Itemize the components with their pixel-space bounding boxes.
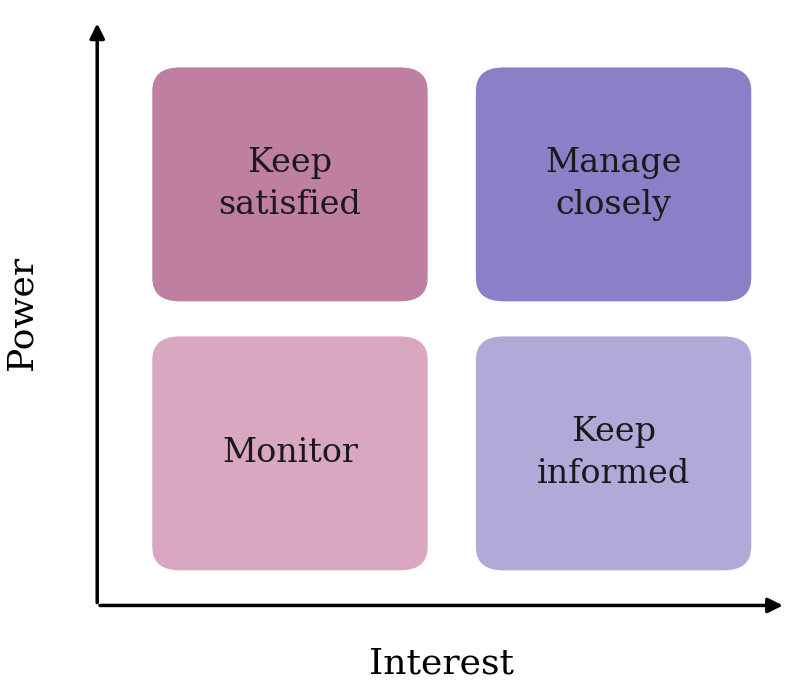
Text: Monitor: Monitor — [222, 438, 358, 469]
Text: Keep
informed: Keep informed — [537, 416, 690, 491]
FancyBboxPatch shape — [475, 336, 752, 570]
FancyBboxPatch shape — [152, 336, 428, 570]
Text: Keep
satisfied: Keep satisfied — [219, 147, 361, 222]
Text: Power: Power — [5, 256, 38, 370]
Text: Interest: Interest — [369, 647, 514, 681]
Text: Manage
closely: Manage closely — [545, 147, 682, 222]
FancyBboxPatch shape — [475, 67, 752, 301]
FancyBboxPatch shape — [152, 67, 428, 301]
